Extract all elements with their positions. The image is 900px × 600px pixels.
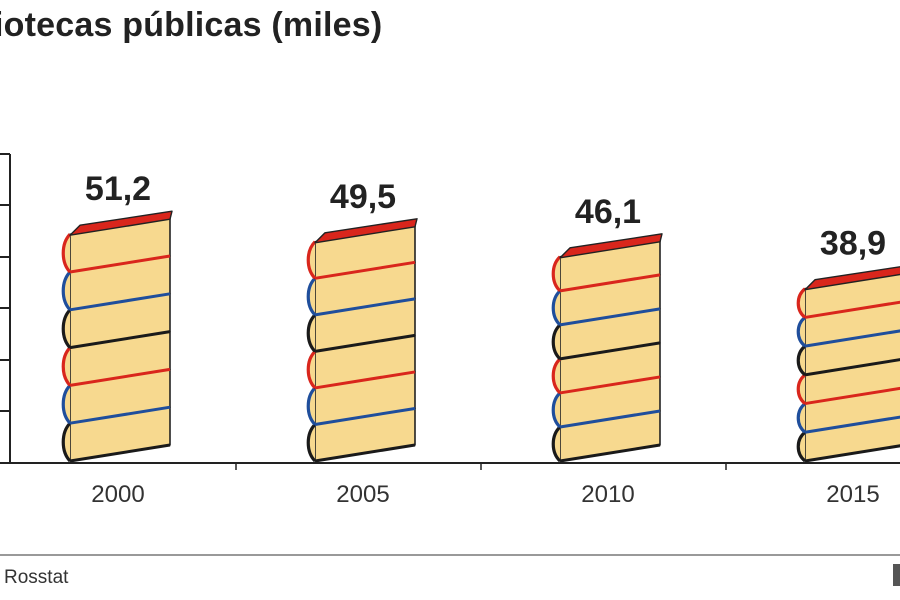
x-tick-label-2000: 2000 xyxy=(91,481,144,508)
book-cover-edge xyxy=(804,300,900,319)
book-3-0 xyxy=(796,416,900,463)
book-spine xyxy=(551,255,562,293)
book-top-cover-2 xyxy=(559,233,663,259)
bar-2000 xyxy=(61,210,173,463)
value-label-2005: 49,5 xyxy=(330,178,396,216)
book-spine xyxy=(61,270,72,311)
book-cover-edge xyxy=(559,307,661,327)
book-cover-edge xyxy=(314,260,416,280)
book-spine xyxy=(796,344,807,377)
bar-2010 xyxy=(551,233,663,463)
book-cover-edge xyxy=(804,386,900,406)
book-spine xyxy=(61,233,72,274)
book-spine xyxy=(306,386,317,426)
footer-divider xyxy=(0,554,900,556)
source-label: Rosstat xyxy=(4,567,69,588)
book-spine xyxy=(551,357,562,395)
book-cover-edge xyxy=(559,409,661,429)
x-tick-label-2015: 2015 xyxy=(826,481,879,508)
book-cover-edge xyxy=(804,329,900,348)
book-spine xyxy=(551,289,562,327)
book-cover-edge xyxy=(314,370,416,390)
book-cover-edge xyxy=(69,292,171,312)
book-cover-edge xyxy=(314,443,416,463)
x-tick-label-2010: 2010 xyxy=(581,481,634,508)
book-cover-edge xyxy=(804,444,900,463)
book-cover-edge xyxy=(804,358,900,377)
book-cover-edge xyxy=(314,333,416,353)
book-spine xyxy=(306,423,317,463)
book-spine xyxy=(796,431,807,463)
book-cover-edge xyxy=(69,367,171,387)
bar-2015 xyxy=(796,266,900,463)
book-3-3 xyxy=(796,330,900,377)
book-spine xyxy=(61,422,72,463)
book-3-5 xyxy=(796,272,900,319)
book-spine xyxy=(61,308,72,349)
book-top-cover-3 xyxy=(804,266,900,291)
book-cover-edge xyxy=(559,443,661,463)
book-spine xyxy=(61,384,72,425)
book-cover-edge xyxy=(314,406,416,426)
book-3-4 xyxy=(796,301,900,348)
book-cover-edge xyxy=(559,273,661,293)
book-spine xyxy=(306,350,317,390)
book-cover-edge xyxy=(804,415,900,434)
chart-title: iotecas públicas (miles) xyxy=(0,6,383,44)
bar-2005 xyxy=(306,218,418,463)
book-spine xyxy=(796,402,807,434)
book-cover-edge xyxy=(69,330,171,350)
book-spine xyxy=(551,323,562,361)
book-spine xyxy=(61,346,72,387)
book-spine xyxy=(306,277,317,316)
book-cover-edge xyxy=(69,254,171,274)
value-label-2000: 51,2 xyxy=(85,170,151,208)
book-cover-edge xyxy=(314,297,416,317)
book-top-cover-0 xyxy=(69,210,173,236)
book-spine xyxy=(306,313,317,353)
value-label-2010: 46,1 xyxy=(575,193,641,231)
book-spine xyxy=(796,316,807,348)
book-spine xyxy=(551,391,562,429)
book-spine xyxy=(796,287,807,319)
book-3-2 xyxy=(796,358,900,406)
x-tick-label-2005: 2005 xyxy=(336,481,389,508)
book-cover-edge xyxy=(69,443,171,463)
book-cover-edge xyxy=(559,341,661,361)
value-label-2015: 38,9 xyxy=(820,225,886,263)
book-3-1 xyxy=(796,387,900,434)
logo-mark xyxy=(893,564,900,586)
book-top-cover-1 xyxy=(314,218,418,244)
book-cover-edge xyxy=(69,405,171,425)
book-spine xyxy=(306,240,317,280)
book-spine xyxy=(796,373,807,405)
book-spine xyxy=(551,425,562,463)
book-cover-edge xyxy=(559,375,661,395)
